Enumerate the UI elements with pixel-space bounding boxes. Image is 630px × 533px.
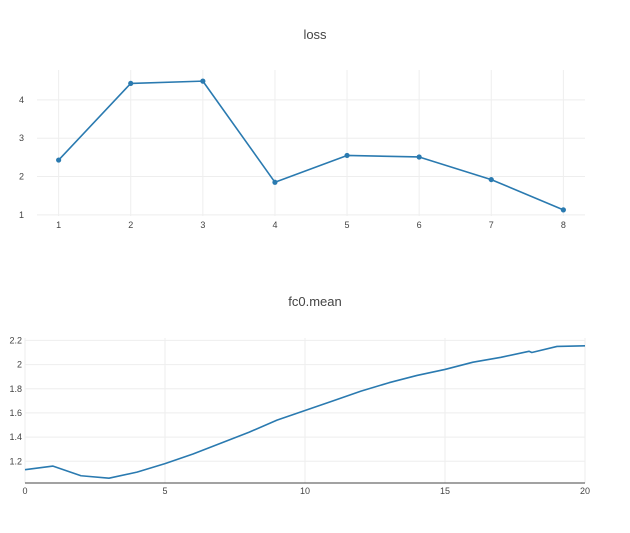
data-point — [272, 179, 278, 185]
x-tick-label: 10 — [300, 486, 310, 496]
x-tick-label: 3 — [200, 220, 205, 230]
x-tick-label: 2 — [128, 220, 133, 230]
x-tick-label: 0 — [22, 486, 27, 496]
x-tick-label: 15 — [440, 486, 450, 496]
x-tick-label: 6 — [417, 220, 422, 230]
data-point — [128, 80, 134, 87]
data-point — [416, 154, 422, 160]
y-tick-label: 2 — [17, 360, 22, 370]
x-tick-label: 5 — [345, 220, 350, 230]
data-point — [344, 152, 350, 159]
data-point — [56, 157, 62, 163]
y-tick-label: 1.2 — [9, 456, 22, 466]
series-line — [24, 345, 586, 479]
data-point — [560, 207, 566, 213]
y-tick-label: 2.2 — [9, 335, 22, 345]
y-tick-label: 1.4 — [9, 432, 22, 442]
y-tick-label: 2 — [19, 172, 24, 182]
x-tick-label: 7 — [489, 220, 494, 230]
x-tick-label: 1 — [56, 220, 61, 230]
y-tick-label: 4 — [19, 95, 24, 105]
x-tick-label: 8 — [561, 220, 566, 230]
y-tick-label: 1.8 — [9, 384, 22, 394]
chart-title-loss: loss — [303, 27, 327, 42]
x-tick-label: 5 — [162, 486, 167, 496]
y-tick-label: 3 — [19, 133, 24, 143]
x-tick-label: 20 — [580, 486, 590, 496]
x-tick-label: 4 — [272, 220, 277, 230]
chart-title-fc0-mean: fc0.mean — [288, 294, 342, 309]
y-tick-label: 1.6 — [9, 408, 22, 418]
data-point — [488, 176, 494, 183]
data-point — [200, 78, 206, 84]
series-line — [58, 80, 564, 211]
y-tick-label: 1 — [19, 210, 24, 220]
